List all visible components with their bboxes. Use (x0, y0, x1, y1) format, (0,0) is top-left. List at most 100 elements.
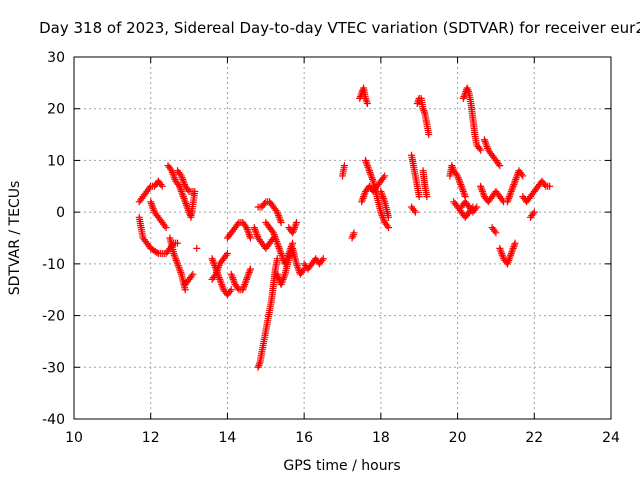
data-point (242, 277, 250, 285)
data-point (226, 287, 234, 295)
data-point (274, 210, 282, 218)
data-point (505, 194, 513, 202)
data-point (148, 201, 156, 209)
data-point (250, 224, 258, 232)
data-point (243, 225, 251, 233)
data-point (358, 198, 366, 206)
data-point (379, 194, 387, 202)
data-point (506, 191, 514, 199)
data-point (319, 255, 327, 263)
data-point (365, 165, 373, 173)
data-point (275, 212, 283, 220)
grid (74, 57, 611, 419)
data-point (209, 256, 217, 264)
x-tick-label: 14 (219, 430, 237, 446)
data-point (246, 267, 254, 275)
data-point (243, 274, 251, 282)
data-point (208, 255, 216, 263)
data-point (479, 187, 487, 195)
data-point (349, 231, 357, 239)
data-point (170, 172, 178, 180)
data-point (275, 243, 283, 251)
data-point (214, 265, 222, 273)
data-point (277, 281, 285, 289)
y-axis-label: SDTVAR / TECUs (7, 181, 23, 296)
data-point (477, 146, 485, 154)
data-point (507, 189, 515, 197)
data-point (153, 248, 161, 256)
data-point (377, 187, 385, 195)
y-tick-label: 10 (47, 153, 65, 169)
data-point (276, 217, 284, 225)
data-point (179, 193, 187, 201)
data-point (270, 231, 278, 239)
data-point (378, 212, 386, 220)
data-point (464, 86, 472, 94)
data-point (475, 144, 483, 152)
data-point (230, 277, 238, 285)
data-point (276, 248, 284, 256)
data-point (241, 279, 249, 287)
data-point (293, 262, 301, 270)
data-point (362, 94, 370, 102)
data-point (508, 186, 516, 194)
data-point (510, 241, 518, 249)
data-point (218, 281, 226, 289)
data-point (261, 200, 269, 208)
data-point (170, 174, 178, 182)
data-point (509, 244, 517, 252)
data-point (244, 227, 252, 235)
data-point (276, 215, 284, 223)
data-point (170, 251, 178, 259)
data-point (271, 234, 279, 242)
data-point (360, 191, 368, 199)
data-point (273, 270, 281, 278)
data-point (245, 268, 253, 276)
data-point (503, 260, 511, 268)
data-point (363, 100, 371, 108)
plot-frame (73, 56, 612, 420)
data-point (239, 284, 247, 292)
data-point (448, 163, 456, 171)
data-point (291, 222, 299, 230)
data-point (483, 143, 491, 151)
data-point (492, 229, 500, 237)
data-point (289, 229, 297, 237)
data-point (157, 181, 165, 189)
data-point (171, 253, 179, 261)
data-point (368, 174, 376, 182)
data-series (135, 84, 554, 371)
data-point (366, 168, 374, 176)
data-point (454, 172, 462, 180)
data-point (245, 270, 253, 278)
data-point (180, 194, 188, 202)
data-point (292, 260, 300, 268)
x-tick-label: 20 (449, 430, 467, 446)
tick-labels: 10 12 14 16 18 20 22 24 -40 -30 -20 -10 0 10 20 30 (42, 50, 620, 446)
data-point (518, 170, 525, 178)
data-point (362, 156, 370, 164)
data-point (509, 182, 517, 190)
axis-ticks (73, 56, 612, 420)
data-point (193, 244, 201, 252)
data-point (274, 241, 282, 249)
data-point (182, 200, 190, 208)
data-point (349, 232, 357, 240)
data-point (273, 239, 281, 247)
data-point (454, 174, 462, 182)
data-point (253, 231, 261, 239)
data-point (145, 184, 153, 192)
data-point (455, 175, 463, 183)
data-point (481, 137, 489, 145)
x-tick-label: 10 (65, 430, 83, 446)
data-point (149, 203, 157, 211)
data-point (286, 251, 294, 259)
data-point (367, 172, 375, 180)
data-point (209, 258, 217, 266)
y-tick-label: 20 (47, 102, 65, 118)
data-point (147, 198, 155, 206)
data-point (274, 272, 282, 280)
data-point (278, 277, 286, 285)
data-point (229, 274, 237, 282)
